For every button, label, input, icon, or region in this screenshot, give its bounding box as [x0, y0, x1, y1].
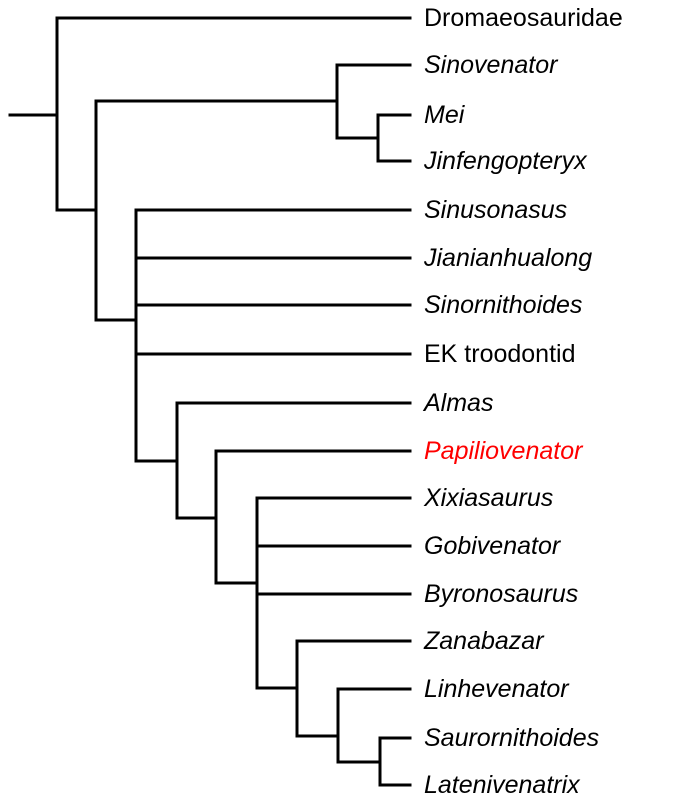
taxon-label: Linhevenator — [424, 675, 570, 703]
taxon-label: Dromaeosauridae — [424, 4, 623, 32]
taxon-label: Sinornithoides — [424, 291, 582, 319]
tree-leaves: Dromaeosauridae Sinovenator Mei Jinfengopte… — [55, 4, 623, 799]
taxon-label: Gobivenator — [424, 532, 562, 560]
taxon-label: Almas — [422, 389, 493, 417]
taxon-label: Mei — [424, 101, 466, 129]
taxon-label: Sinusonasus — [424, 196, 567, 224]
taxon-label: Jinfengopteryx — [423, 147, 588, 175]
taxon-label: Papiliovenator — [424, 437, 584, 465]
taxon-label: Jianianhualong — [423, 244, 592, 272]
taxon-label: EK troodontid — [424, 340, 576, 368]
taxon-label: Latenivenatrix — [424, 771, 581, 799]
taxon-label: Zanabazar — [423, 627, 545, 655]
taxon-label: Saurornithoides — [424, 724, 599, 752]
tree-branches — [8, 16, 382, 787]
taxon-label: Xixiasaurus — [423, 484, 553, 512]
taxon-label: Byronosaurus — [424, 580, 578, 608]
taxon-label: Sinovenator — [424, 51, 559, 79]
